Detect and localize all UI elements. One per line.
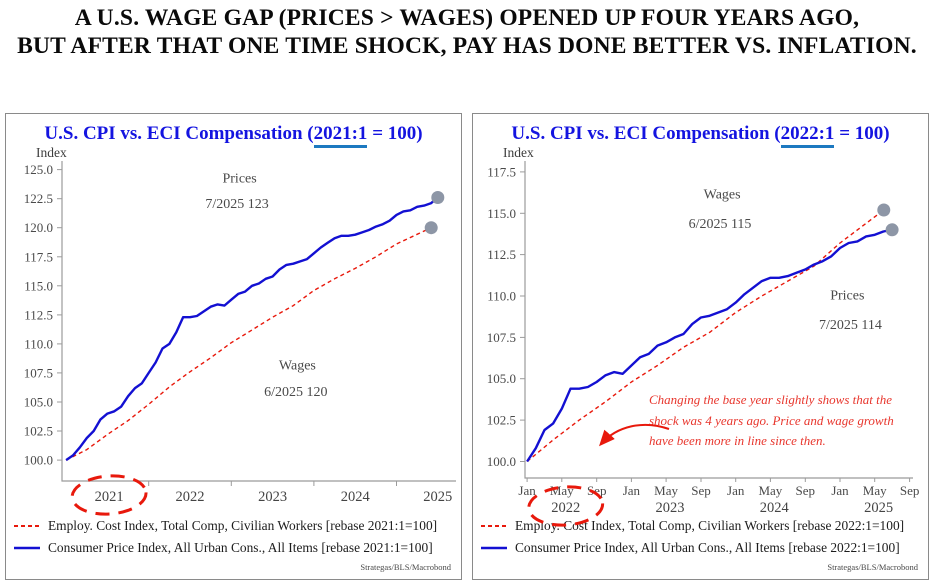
- page-title-line2: BUT AFTER THAT ONE TIME SHOCK, PAY HAS D…: [17, 32, 917, 59]
- year-label: 2025: [423, 489, 452, 505]
- eci-wages-line: [526, 209, 885, 463]
- y-tick-label: 107.5: [24, 365, 53, 380]
- year-label: 2024: [341, 489, 371, 505]
- y-tick-label: 102.5: [24, 424, 53, 439]
- legend-swatch: [14, 525, 40, 527]
- chart-title-suffix: = 100): [367, 123, 423, 144]
- y-tick-label: 115.0: [487, 206, 516, 221]
- cpi-eci-chart-2021-base: 100.0 102.5 105.0 107.5 110.0 112.5 115.0 117.5…: [24, 161, 456, 516]
- y-axis-label: Index: [36, 145, 67, 160]
- year-label: 2022: [176, 489, 205, 505]
- month-label: Sep: [900, 483, 920, 498]
- base-year-note: Changing the base year slightly shows th…: [649, 390, 927, 452]
- month-label: Jan: [623, 483, 641, 498]
- endpoint-dot: [885, 223, 899, 237]
- y-tick-label: 117.5: [487, 164, 516, 179]
- series-annotation: 7/2025 123: [205, 197, 268, 212]
- year-label: 2025: [864, 500, 893, 516]
- month-label: May: [550, 483, 574, 498]
- cpi-prices-line: [526, 228, 893, 463]
- year-label: 2023: [656, 500, 685, 516]
- legend-label: Consumer Price Index, All Urban Cons., A…: [515, 540, 900, 555]
- year-label: 2024: [760, 500, 790, 516]
- y-tick-label: 102.5: [487, 413, 516, 428]
- y-tick-label: 120.0: [24, 220, 53, 235]
- legend-item: Employ. Cost Index, Total Comp, Civilian…: [13, 515, 437, 537]
- series-annotation: 6/2025 120: [264, 385, 327, 400]
- year-label: 2022: [551, 500, 580, 516]
- y-tick-label: 100.0: [24, 453, 53, 468]
- chart-title-prefix: U.S. CPI vs. ECI Compensation (: [44, 123, 314, 144]
- chart-title-suffix: = 100): [834, 123, 890, 144]
- legend-swatch: [14, 546, 40, 550]
- legend-item: Employ. Cost Index, Total Comp, Civilian…: [480, 515, 904, 537]
- cpi-eci-chart-2022-base: 100.0 102.5 105.0 107.5 110.0 112.5 115.0 117.5…: [487, 161, 920, 527]
- month-label: Sep: [796, 483, 816, 498]
- source-credit: Strategas/BLS/Macrobond: [360, 562, 451, 572]
- series-annotation: Wages: [704, 187, 741, 202]
- chart-legend: Employ. Cost Index, Total Comp, Civilian…: [480, 515, 904, 559]
- y-tick-label: 115.0: [24, 278, 53, 293]
- chart-title-basis-underlined: 2022:1: [780, 123, 835, 148]
- series-annotation: 7/2025 114: [819, 318, 882, 333]
- chart-title-basis-underlined: 2021:1: [313, 123, 368, 148]
- endpoint-dot: [877, 203, 891, 217]
- cpi-prices-line: [65, 196, 439, 462]
- note-arrow: [599, 423, 670, 447]
- highlight-ellipse: [70, 474, 148, 516]
- chart-title-left: U.S. CPI vs. ECI Compensation (2021:1 = …: [6, 123, 461, 148]
- y-tick-label: 112.5: [24, 307, 53, 322]
- month-label: May: [863, 483, 887, 498]
- y-tick-label: 100.0: [487, 454, 516, 469]
- note-line: shock was 4 years ago. Price and wage gr…: [649, 412, 894, 428]
- y-tick-label: 110.0: [487, 289, 516, 304]
- y-tick-label: 112.5: [487, 247, 516, 262]
- note-line: have been more in line since then.: [649, 433, 826, 448]
- year-label: 2023: [258, 489, 287, 505]
- y-tick-label: 107.5: [487, 330, 516, 345]
- page-title-line1: A U.S. WAGE GAP (PRICES > WAGES) OPENED …: [74, 5, 860, 31]
- month-label: Sep: [587, 483, 607, 498]
- series-annotation: Prices: [830, 288, 864, 303]
- chart-title-right: U.S. CPI vs. ECI Compensation (2022:1 = …: [473, 123, 928, 148]
- chart-panel-left: U.S. CPI vs. ECI Compensation (2021:1 = …: [5, 113, 462, 580]
- series-annotation: Wages: [279, 359, 316, 374]
- legend-item: Consumer Price Index, All Urban Cons., A…: [13, 537, 437, 559]
- endpoint-dot: [431, 191, 445, 204]
- source-credit: Strategas/BLS/Macrobond: [827, 562, 918, 572]
- axes: [524, 161, 913, 479]
- legend-label: Consumer Price Index, All Urban Cons., A…: [48, 540, 433, 555]
- y-tick-label: 117.5: [24, 249, 53, 264]
- legend-label: Employ. Cost Index, Total Comp, Civilian…: [515, 518, 905, 533]
- y-tick-label: 125.0: [24, 162, 53, 177]
- highlight-ellipse: [527, 485, 605, 527]
- legend-swatch: [481, 525, 507, 527]
- month-label: Jan: [831, 483, 849, 498]
- axes: [61, 161, 456, 482]
- month-label: Sep: [691, 483, 711, 498]
- month-label: May: [758, 483, 782, 498]
- page-title: A U.S. WAGE GAP (PRICES > WAGES) OPENED …: [0, 5, 934, 60]
- endpoint-dot: [424, 221, 438, 235]
- legend-swatch: [481, 546, 507, 550]
- y-axis-label: Index: [503, 145, 534, 160]
- month-label: Jan: [518, 483, 536, 498]
- chart-title-prefix: U.S. CPI vs. ECI Compensation (: [511, 123, 781, 144]
- month-label: May: [654, 483, 678, 498]
- note-line: Changing the base year slightly shows th…: [649, 392, 893, 407]
- eci-wages-line: [65, 227, 432, 461]
- y-tick-label: 110.0: [24, 336, 53, 351]
- series-annotation: 6/2025 115: [689, 217, 752, 232]
- series-annotation: Prices: [222, 171, 256, 186]
- legend-item: Consumer Price Index, All Urban Cons., A…: [480, 537, 904, 559]
- legend-label: Employ. Cost Index, Total Comp, Civilian…: [48, 518, 438, 533]
- y-tick-label: 105.0: [487, 371, 516, 386]
- year-label: 2021: [95, 489, 124, 505]
- y-tick-label: 122.5: [24, 191, 53, 206]
- chart-legend: Employ. Cost Index, Total Comp, Civilian…: [13, 515, 437, 559]
- y-tick-label: 105.0: [24, 395, 53, 410]
- month-label: Jan: [727, 483, 745, 498]
- chart-panel-right: U.S. CPI vs. ECI Compensation (2022:1 = …: [472, 113, 929, 580]
